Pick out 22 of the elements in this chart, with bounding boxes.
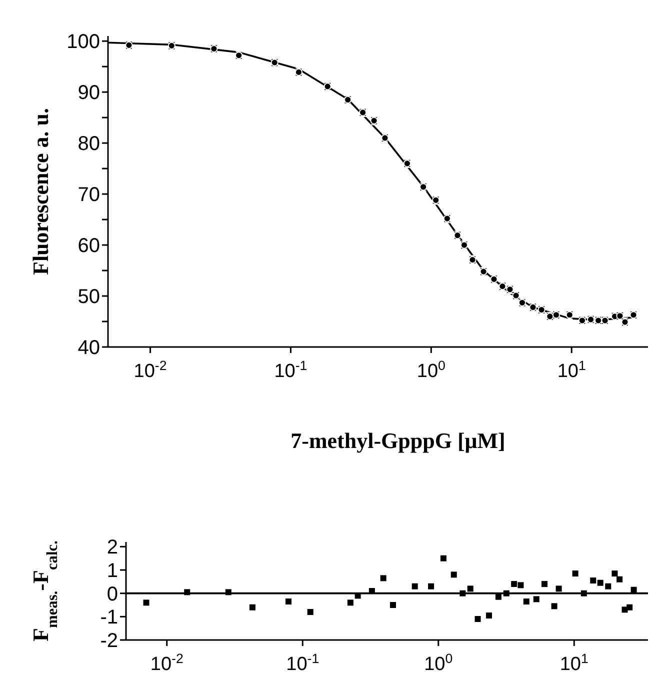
x-tick-label: 10$^{1}$ — [557, 358, 586, 382]
y-tick-label: 60 — [78, 235, 100, 258]
x-tick-label: 10$^{-1}$ — [274, 358, 308, 382]
y-tick-label: 40 — [78, 337, 100, 359]
x-tick-label: 10$^{0}$ — [424, 650, 453, 675]
y-tick-label: 1 — [106, 560, 118, 582]
y-tick-label: -2 — [100, 630, 118, 652]
x-tick-label: 10$^{-1}$ — [286, 650, 320, 675]
x-tick-label: 10$^{-2}$ — [150, 650, 184, 675]
x-axis-title: 7-methyl-GpppG [μM] — [290, 428, 506, 453]
x-tick-label: 10$^{1}$ — [560, 650, 588, 675]
y-axis-title: Fluorescence a. u. — [28, 108, 53, 276]
y-tick-label: 50 — [78, 286, 100, 308]
y-tick-label: 70 — [78, 184, 100, 206]
y-tick-label: 2 — [106, 536, 118, 559]
y-tick-label: 90 — [78, 82, 100, 104]
y-tick-label: 80 — [78, 133, 100, 156]
x-tick-label: 10$^{-2}$ — [134, 358, 167, 382]
y-tick-label: -1 — [100, 606, 118, 629]
y-tick-label: 100 — [66, 31, 100, 54]
x-tick-label: 10$^{0}$ — [416, 358, 446, 382]
y-tick-label: 0 — [106, 583, 118, 606]
